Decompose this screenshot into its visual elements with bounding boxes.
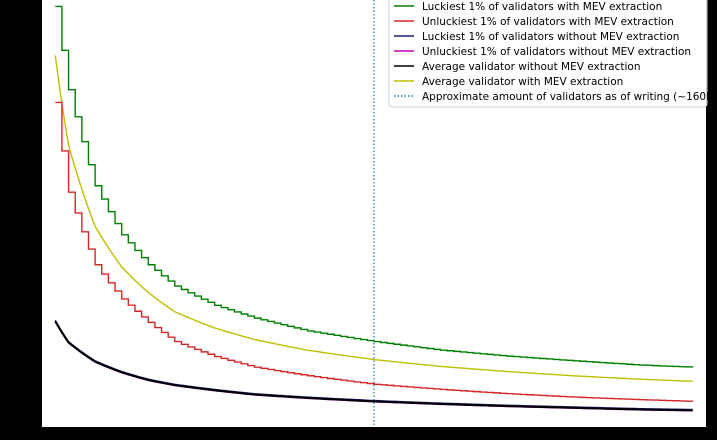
series-line-average-validator-with-mev-extraction [54, 55, 693, 383]
legend-label-unluckiest-1-of-validators-with-mev-extraction: Unluckiest 1% of validators with MEV ext… [422, 16, 674, 28]
legend-label-average-validator-without-mev-extraction: Average validator without MEV extraction [422, 61, 641, 73]
legend-label-average-validator-with-mev-extraction: Average validator with MEV extraction [422, 76, 623, 88]
series-line-unluckiest-1-of-validators-with-mev-extraction [55, 101, 694, 402]
legend-label-luckiest-1-of-validators-without-mev-extraction: Luckiest 1% of validators without MEV ex… [422, 31, 679, 43]
series-line-average-validator-without-mev-extraction [54, 320, 693, 412]
legend-label-luckiest-1-of-validators-with-mev-extraction: Luckiest 1% of validators with MEV extra… [422, 1, 662, 13]
series-layer [54, 5, 694, 412]
legend-label-approximate-amount-of-validators-as-of-writing-160k: Approximate amount of validators as of w… [422, 91, 716, 103]
legend: Luckiest 1% of validators with MEV extra… [388, 0, 716, 108]
legend-items: Luckiest 1% of validators with MEV extra… [394, 1, 716, 103]
series-line-luckiest-1-of-validators-with-mev-extraction [55, 5, 694, 368]
legend-box [388, 0, 708, 108]
legend-label-unluckiest-1-of-validators-without-mev-extraction: Unluckiest 1% of validators without MEV … [422, 46, 691, 58]
